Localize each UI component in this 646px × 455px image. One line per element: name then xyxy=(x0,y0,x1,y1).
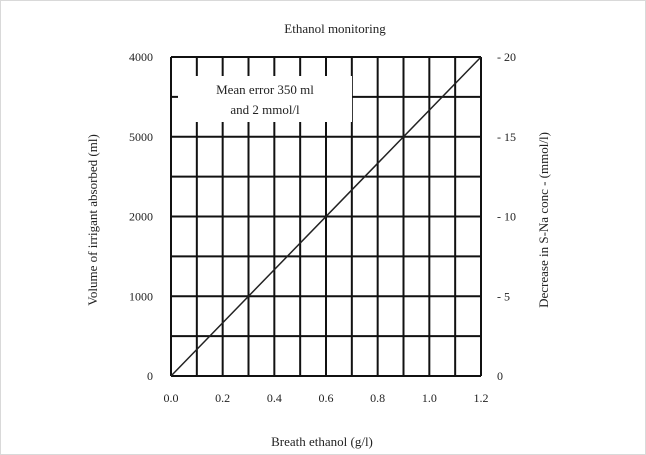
x-tick-label: 0.0 xyxy=(164,391,179,405)
x-tick-label: 0.6 xyxy=(319,391,334,405)
y-axis-title: Volume of irrigant absorbed (ml) xyxy=(85,134,100,306)
y-tick-label: 4000 xyxy=(129,50,153,64)
chart-title: Ethanol monitoring xyxy=(284,21,386,36)
annotation: Mean error 350 ml and 2 mmol/l xyxy=(178,76,352,122)
y2-tick-label: - 10 xyxy=(497,210,516,224)
annotation-box xyxy=(178,76,352,122)
x-tick-label: 0.2 xyxy=(215,391,230,405)
y2-tick-label: 0 xyxy=(497,369,503,383)
y-tick-label: 1000 xyxy=(129,289,153,303)
x-tick-label: 1.2 xyxy=(474,391,489,405)
x-tick-label: 0.8 xyxy=(370,391,385,405)
y2-tick-label: - 20 xyxy=(497,50,516,64)
annotation-line-1: Mean error 350 ml xyxy=(216,82,314,97)
x-tick-label: 1.0 xyxy=(422,391,437,405)
y-ticks: 0 1000 2000 5000 4000 xyxy=(129,50,153,383)
x-axis-title: Breath ethanol (g/l) xyxy=(271,434,373,449)
y-tick-label: 2000 xyxy=(129,210,153,224)
y2-tick-label: - 15 xyxy=(497,130,516,144)
y-tick-label: 5000 xyxy=(129,130,153,144)
y2-tick-label: - 5 xyxy=(497,289,510,303)
y2-axis-title: Decrease in S-Na conc - (mmol/l) xyxy=(536,132,551,308)
series xyxy=(170,56,482,377)
y-tick-label: 0 xyxy=(147,369,153,383)
y2-ticks: 0 - 5 - 10 - 15 - 20 xyxy=(497,50,516,383)
annotation-line-2: and 2 mmol/l xyxy=(230,102,300,117)
series-line xyxy=(170,56,482,377)
x-tick-label: 0.4 xyxy=(267,391,282,405)
x-ticks: 0.0 0.2 0.4 0.6 0.8 1.0 1.2 xyxy=(164,391,489,405)
